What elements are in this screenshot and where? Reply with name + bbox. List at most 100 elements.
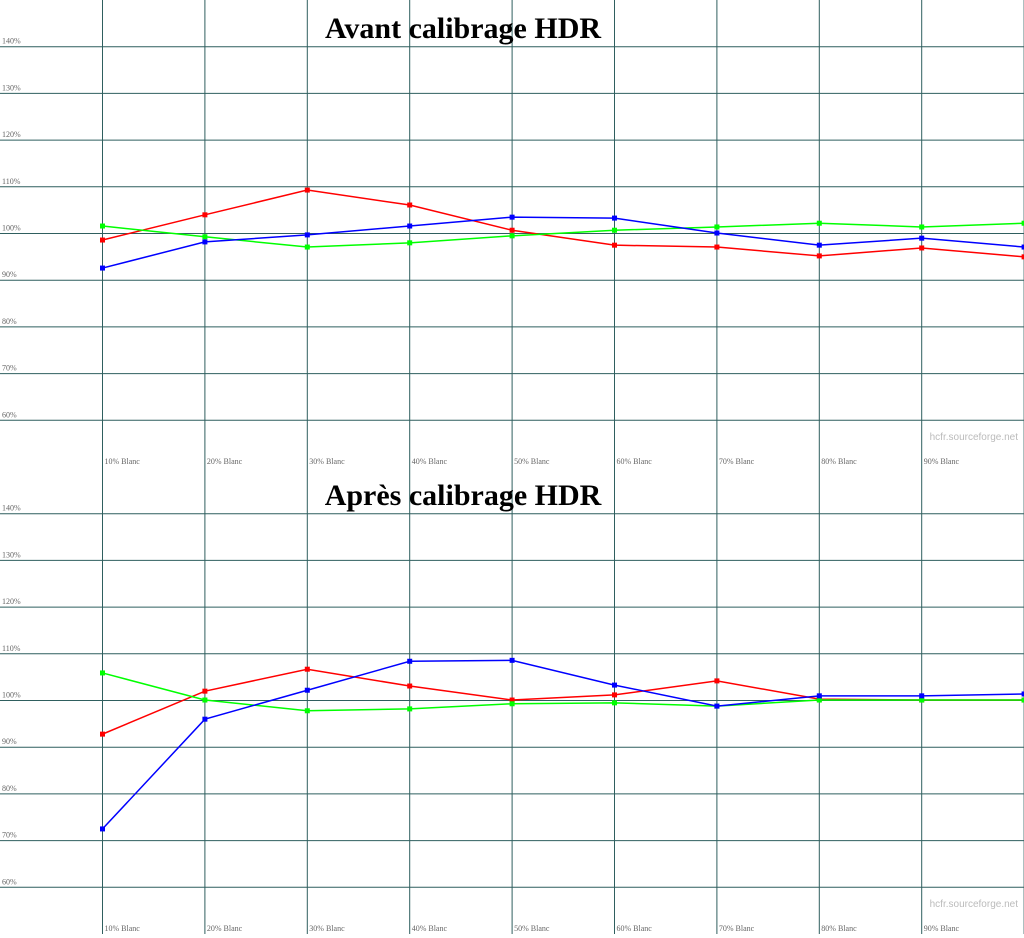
y-tick-label: 60% [2, 410, 17, 419]
point [612, 700, 617, 706]
x-tick-label: 80% Blanc [821, 924, 857, 933]
y-tick-label: 90% [2, 270, 17, 279]
chart-title: Après calibrage HDR [325, 479, 602, 512]
watermark: hcfr.sourceforge.net [930, 432, 1019, 443]
y-tick-label: 140% [2, 504, 21, 513]
x-tick-label: 30% Blanc [309, 457, 345, 466]
x-tick-label: 50% Blanc [514, 924, 550, 933]
y-tick-label: 70% [2, 831, 17, 840]
point [816, 697, 822, 703]
point [714, 224, 720, 230]
series-line [102, 222, 1024, 248]
point [816, 220, 822, 226]
point [100, 223, 105, 229]
point [714, 230, 720, 236]
point [1021, 254, 1024, 260]
point [1021, 691, 1024, 697]
x-tick-label: 20% Blanc [207, 924, 243, 933]
point [407, 683, 413, 689]
y-tick-label: 110% [2, 644, 21, 653]
point [1021, 220, 1024, 226]
y-tick-label: 110% [2, 177, 21, 186]
point [202, 234, 208, 240]
series-line [102, 668, 1024, 735]
point [304, 244, 310, 250]
y-tick-label: 80% [2, 784, 17, 793]
point [407, 658, 413, 664]
point [714, 678, 720, 684]
point [100, 731, 105, 737]
point [612, 682, 617, 688]
x-tick-label: 20% Blanc [207, 457, 243, 466]
point [202, 212, 208, 218]
y-tick-label: 80% [2, 317, 17, 326]
series-line [102, 216, 1024, 269]
point [816, 693, 822, 699]
y-tick-label: 100% [2, 691, 21, 700]
x-tick-label: 90% Blanc [924, 924, 960, 933]
point [612, 242, 617, 248]
series-line [102, 189, 1024, 258]
point [407, 240, 413, 246]
y-tick-label: 70% [2, 364, 17, 373]
point [304, 708, 310, 714]
point [100, 237, 105, 243]
x-tick-label: 70% Blanc [719, 457, 755, 466]
x-tick-label: 40% Blanc [412, 457, 448, 466]
point [202, 688, 208, 694]
point [919, 245, 925, 251]
y-tick-label: 130% [2, 550, 21, 559]
point [816, 242, 822, 248]
series-line [102, 672, 1024, 712]
y-tick-label: 100% [2, 224, 21, 233]
point [612, 227, 617, 233]
point [1021, 697, 1024, 703]
point [407, 202, 413, 208]
point [304, 187, 310, 193]
x-tick-label: 60% Blanc [617, 924, 653, 933]
point [919, 224, 925, 230]
point [509, 233, 515, 239]
series-line [101, 659, 1024, 830]
point [714, 703, 720, 709]
y-tick-label: 120% [2, 597, 21, 606]
x-tick-label: 60% Blanc [617, 457, 653, 466]
point [202, 239, 208, 245]
y-tick-label: 60% [2, 877, 17, 886]
point [407, 223, 413, 229]
point [509, 657, 515, 663]
point [509, 701, 515, 707]
point [407, 706, 413, 712]
point [919, 693, 925, 699]
x-tick-label: 50% Blanc [514, 457, 550, 466]
x-tick-label: 10% Blanc [105, 457, 141, 466]
point [509, 697, 515, 703]
point [304, 687, 310, 693]
y-tick-label: 120% [2, 130, 21, 139]
point [1021, 244, 1024, 250]
x-tick-label: 30% Blanc [309, 924, 345, 933]
x-tick-label: 40% Blanc [412, 924, 448, 933]
point [100, 265, 105, 271]
x-tick-label: 90% Blanc [924, 457, 960, 466]
point [714, 244, 720, 250]
point [509, 227, 515, 233]
x-tick-label: 80% Blanc [821, 457, 857, 466]
point [100, 670, 105, 676]
point [919, 235, 925, 241]
y-tick-label: 140% [2, 37, 21, 46]
point [816, 253, 822, 259]
x-tick-label: 10% Blanc [105, 924, 141, 933]
point [612, 692, 617, 698]
point [304, 232, 310, 238]
watermark: hcfr.sourceforge.net [930, 899, 1019, 910]
point [100, 826, 105, 832]
y-tick-label: 130% [2, 83, 21, 92]
point [919, 697, 925, 703]
point [202, 716, 208, 722]
point [612, 215, 617, 221]
x-tick-label: 70% Blanc [719, 924, 755, 933]
y-tick-label: 90% [2, 737, 17, 746]
point [304, 666, 310, 672]
